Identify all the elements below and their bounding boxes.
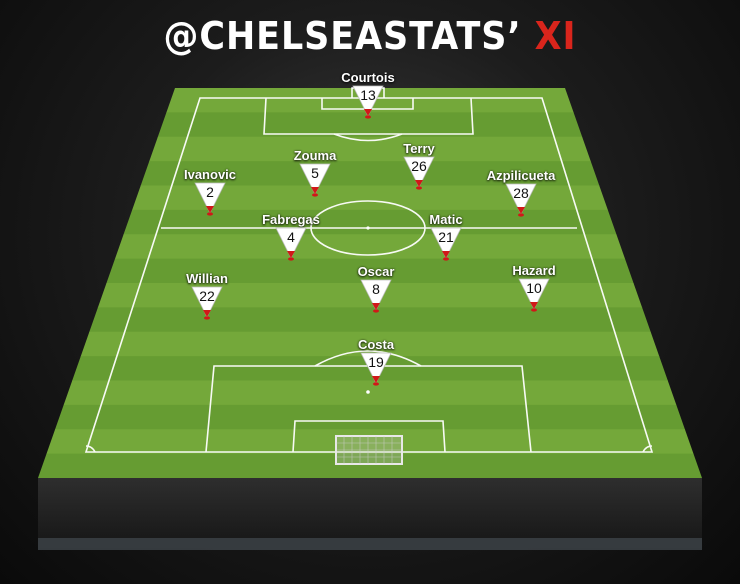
player-costa: Costa 19 <box>336 337 416 388</box>
player-number: 19 <box>368 354 384 370</box>
player-name: Azpilicueta <box>486 168 556 183</box>
player-number: 26 <box>411 158 427 174</box>
player-courtois: Courtois 13 <box>328 70 408 121</box>
player-willian: Willian 22 <box>167 271 247 322</box>
player-terry: Terry 26 <box>379 141 459 192</box>
player-marker-icon: 4 <box>275 227 307 263</box>
player-number: 22 <box>199 288 215 304</box>
player-marker-icon: 5 <box>299 163 331 199</box>
player-name: Willian <box>186 271 228 286</box>
player-number: 28 <box>513 185 529 201</box>
player-name: Zouma <box>293 148 337 163</box>
player-oscar: Oscar 8 <box>336 264 416 315</box>
player-marker-icon: 21 <box>430 227 462 263</box>
player-number: 10 <box>526 280 542 296</box>
player-name: Matic <box>429 212 463 227</box>
player-number: 2 <box>206 184 214 200</box>
player-marker-icon: 10 <box>518 278 550 314</box>
player-marker-icon: 19 <box>360 352 392 388</box>
player-marker-icon: 26 <box>403 156 435 192</box>
player-matic: Matic 21 <box>406 212 486 263</box>
player-number: 21 <box>438 229 454 245</box>
player-marker-icon: 2 <box>194 182 226 218</box>
player-number: 4 <box>287 229 295 245</box>
player-marker-icon: 13 <box>352 85 384 121</box>
player-azpilicueta: Azpilicueta 28 <box>481 168 561 219</box>
page-title: @CHELSEASTATS’ XI <box>30 14 711 58</box>
player-name: Terry <box>403 141 435 156</box>
player-name: Courtois <box>341 70 395 85</box>
player-name: Hazard <box>512 263 556 278</box>
player-number: 5 <box>311 165 319 181</box>
player-number: 13 <box>360 87 376 103</box>
player-ivanovic: Ivanovic 2 <box>170 167 250 218</box>
pitch-front-face <box>38 478 702 548</box>
title-accent: XI <box>534 14 577 58</box>
pitch-base-edge <box>38 538 702 550</box>
player-fabregas: Fabregas 4 <box>251 212 331 263</box>
player-zouma: Zouma 5 <box>275 148 355 199</box>
player-number: 8 <box>372 281 380 297</box>
bottom-goal <box>335 435 403 465</box>
player-hazard: Hazard 10 <box>494 263 574 314</box>
player-marker-icon: 28 <box>505 183 537 219</box>
player-name: Oscar <box>357 264 395 279</box>
title-main: @CHELSEASTATS’ <box>163 14 535 58</box>
player-name: Costa <box>357 337 395 352</box>
player-marker-icon: 22 <box>191 286 223 322</box>
player-name: Ivanovic <box>183 167 237 182</box>
player-marker-icon: 8 <box>360 279 392 315</box>
player-name: Fabregas <box>262 212 320 227</box>
